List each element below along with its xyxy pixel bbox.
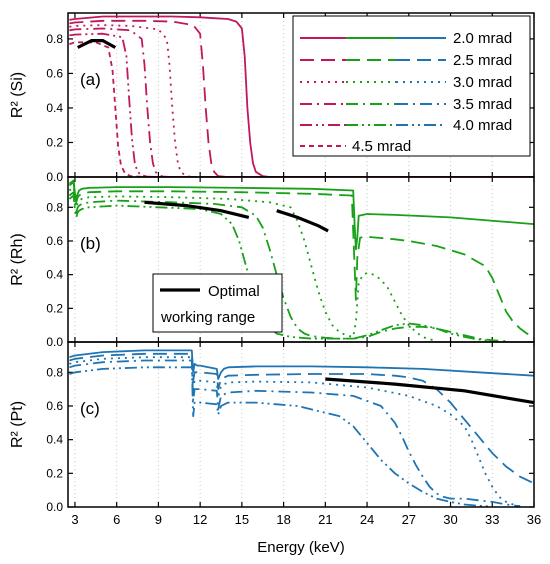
legend-box (292, 15, 531, 157)
x-tick-label: 3 (71, 512, 78, 527)
legend-label: 4.5 mrad (352, 138, 411, 155)
y-axis-title: R² (Pt) (9, 401, 26, 448)
series-line-30 (69, 356, 521, 507)
x-tick-label: 21 (318, 512, 332, 527)
x-tick-label: 18 (276, 512, 290, 527)
series-group (68, 179, 534, 342)
series-line-30 (68, 186, 437, 342)
x-tick-label: 15 (235, 512, 249, 527)
y-axis-title: R² (Si) (9, 72, 26, 118)
panel-c: 0.0 0.2 0.4 0.6 0.8 (c) R² (Pt) (9, 341, 535, 514)
series-group (69, 349, 534, 507)
x-tick-label: 9 (155, 512, 162, 527)
x-tick-label: 27 (402, 512, 416, 527)
legend-label: 2.0 mrad (453, 30, 512, 47)
series-line-40 (69, 366, 493, 507)
panel-label: (c) (80, 399, 100, 418)
y-tick-label: 0.4 (46, 268, 63, 282)
y-tick-label: 0.2 (46, 301, 63, 315)
legend-label: 2.5 mrad (453, 52, 512, 69)
series-line-25 (68, 181, 534, 338)
y-tick-label: 0.0 (46, 500, 63, 514)
y-tick-label: 0.0 (46, 335, 63, 349)
optimal-range-line (276, 209, 329, 233)
optimal-legend-label: Optimal (208, 283, 260, 300)
x-tick-label: 24 (360, 512, 374, 527)
x-axis-title: Energy (keV) (257, 539, 345, 556)
y-tick-label: 0.6 (46, 66, 63, 80)
optimal-legend-box (152, 273, 283, 333)
series-line-45 (69, 41, 534, 177)
optimal-range-line (325, 377, 534, 405)
legend: 2.0 mrad 2.5 mrad 3.0 mrad 3.5 mrad 4.0 mrad… (292, 15, 531, 157)
series-line-35 (69, 359, 521, 507)
y-tick-label: 0.8 (46, 365, 63, 379)
legend-label: 3.5 mrad (453, 96, 512, 113)
y-tick-label: 0.4 (46, 433, 63, 447)
y-tick-label: 0.2 (46, 135, 63, 149)
panel-frame (67, 341, 535, 508)
panel-frame (67, 176, 535, 343)
y-tick-label: 0.4 (46, 101, 63, 115)
series-line-35 (68, 191, 507, 342)
optimal-legend-label: working range (160, 309, 255, 326)
y-tick-label: 0.6 (46, 234, 63, 248)
optimal-range-line (76, 39, 117, 49)
y-tick-label: 0.8 (46, 200, 63, 214)
x-tick-label: 36 (527, 512, 541, 527)
y-tick-label: 0.0 (46, 170, 63, 184)
panel-label: (b) (80, 234, 101, 253)
x-tick-label: 12 (193, 512, 207, 527)
series-line-20 (68, 179, 534, 251)
y-tick-label: 0.2 (46, 466, 63, 480)
series-line-25 (69, 19, 534, 177)
x-tick-label: 6 (113, 512, 120, 527)
y-tick-label: 0.8 (46, 32, 63, 46)
series-line-25 (69, 352, 534, 485)
legend-label: 3.0 mrad (453, 74, 512, 91)
optimal-range-line (144, 200, 250, 219)
x-tick-label: 33 (485, 512, 499, 527)
y-tick-label: 0.6 (46, 399, 63, 413)
panel-label: (a) (80, 70, 101, 89)
optimal-legend: Optimal working range (152, 273, 283, 333)
x-tick-label: 30 (443, 512, 457, 527)
y-axis-title: R² (Rh) (9, 233, 26, 285)
legend-label: 4.0 mrad (453, 117, 512, 134)
